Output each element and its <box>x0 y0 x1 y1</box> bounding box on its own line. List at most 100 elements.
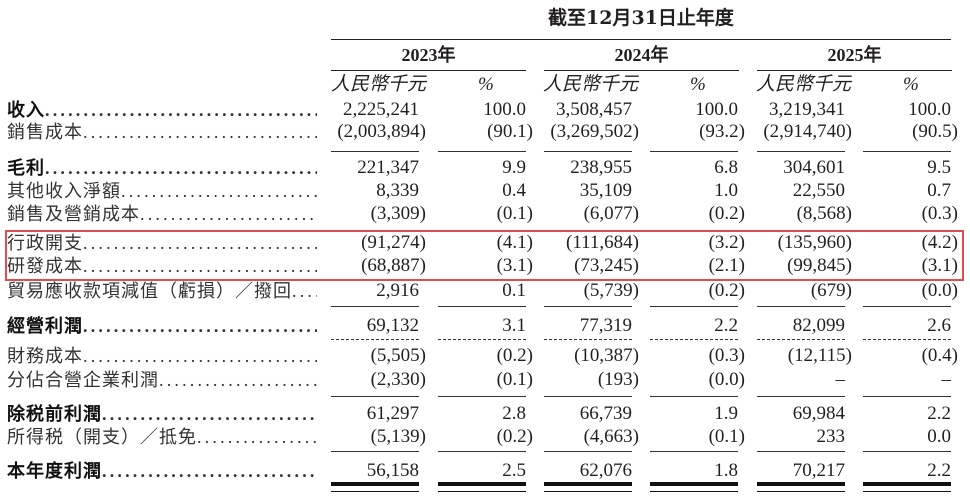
subtotal-rule <box>650 451 738 452</box>
cell-value: (10,387) <box>574 345 639 366</box>
row-label: 所得税（開支）／抵免..............................… <box>7 426 317 449</box>
row-label-text: 銷售及營銷成本 <box>7 204 140 225</box>
cell-value: (73,245) <box>574 255 639 276</box>
cell-value: 0.4 <box>502 180 526 201</box>
cell-value: – <box>835 369 846 390</box>
subtotal-rule <box>863 396 951 397</box>
cell-value: (0.2) <box>496 426 533 447</box>
cell-value: 69,984 <box>792 403 845 424</box>
cell-value: (8,568) <box>796 203 852 224</box>
subtotal-rule <box>757 151 845 152</box>
cell-value: 8,339 <box>376 180 419 201</box>
cell-value: 35,109 <box>579 180 632 201</box>
cell-value: (135,960) <box>777 232 852 253</box>
cell-value: (2,003,894) <box>337 121 426 142</box>
header-rule <box>331 39 951 40</box>
row-label: 經營利潤....................................… <box>7 315 317 338</box>
total-double-rule <box>438 482 526 492</box>
cell-value: (91,274) <box>361 232 426 253</box>
dashed-rule <box>650 339 738 340</box>
row-label-text: 行政開支 <box>7 233 83 254</box>
row-label-text: 研發成本 <box>7 256 83 277</box>
leader-dots: ........................................… <box>102 404 317 424</box>
subtotal-rule <box>438 306 526 307</box>
cell-value: (4,663) <box>583 426 639 447</box>
leader-dots: ........................................… <box>83 316 317 336</box>
row-label-text: 銷售成本 <box>7 122 83 143</box>
subtotal-rule <box>544 306 632 307</box>
pct-label-2025: % <box>903 74 919 95</box>
row-label-text: 貿易應收款項減值（虧損）／撥回 <box>7 281 292 302</box>
subtotal-rule <box>757 451 845 452</box>
cell-value: (3.1) <box>496 255 533 276</box>
cell-value: 238,955 <box>570 157 632 178</box>
leader-dots: ........................................… <box>83 256 317 276</box>
year-rule-2023 <box>331 70 526 71</box>
cell-value: 1.0 <box>714 180 738 201</box>
table-row: 銷售及營銷成本.................................… <box>0 203 970 225</box>
cell-value: (0.1) <box>708 426 745 447</box>
cell-value: 2.8 <box>502 403 526 424</box>
dashed-rule <box>438 339 526 340</box>
cell-value: 2,225,241 <box>343 99 419 120</box>
cell-value: (5,505) <box>370 345 426 366</box>
row-label: 銷售成本....................................… <box>7 121 317 144</box>
unit-label-2024: 人民幣千元 <box>543 74 639 95</box>
table-row: 行政開支....................................… <box>0 232 970 254</box>
row-label: 其他收入淨額..................................… <box>7 180 317 203</box>
total-double-rule <box>863 482 951 492</box>
cell-value: 1.8 <box>714 460 738 481</box>
row-label: 分佔合營企業利潤................................… <box>7 369 317 392</box>
subtotal-rule <box>331 396 419 397</box>
cell-value: 82,099 <box>792 315 845 336</box>
subtotal-rule <box>544 396 632 397</box>
cell-value: (0.0) <box>708 369 745 390</box>
period-title: 截至12月31日止年度 <box>548 7 734 29</box>
cell-value: (4.2) <box>921 232 958 253</box>
row-label-text: 所得税（開支）／抵免 <box>7 427 197 448</box>
year-rule-2025 <box>757 70 952 71</box>
row-label-text: 除税前利潤 <box>7 404 102 425</box>
cell-value: (5,139) <box>370 426 426 447</box>
leader-dots: ........................................… <box>45 100 317 120</box>
cell-value: (0.0) <box>921 280 958 301</box>
cell-value: 6.8 <box>714 157 738 178</box>
table-row: 經營利潤....................................… <box>0 315 970 337</box>
cell-value: 9.9 <box>502 157 526 178</box>
cell-value: (6,077) <box>583 203 639 224</box>
subtotal-rule <box>544 451 632 452</box>
cell-value: 22,550 <box>792 180 845 201</box>
cell-value: 62,076 <box>579 460 632 481</box>
subtotal-rule <box>438 151 526 152</box>
year-2024: 2024年 <box>614 45 669 65</box>
cell-value: 0.0 <box>927 426 951 447</box>
cell-value: 56,158 <box>366 460 419 481</box>
cell-value: 77,319 <box>579 315 632 336</box>
cell-value: 0.1 <box>502 280 526 301</box>
total-double-rule <box>331 482 419 492</box>
subtotal-rule <box>438 396 526 397</box>
highlight-box <box>5 230 964 281</box>
total-double-rule <box>757 482 845 492</box>
cell-value: (0.2) <box>708 280 745 301</box>
cell-value: 100.0 <box>908 99 951 120</box>
total-double-rule <box>544 482 632 492</box>
table-row: 除税前利潤...................................… <box>0 403 970 425</box>
row-label: 行政開支....................................… <box>7 232 317 255</box>
cell-value: (0.2) <box>708 203 745 224</box>
cell-value: 100.0 <box>695 99 738 120</box>
cell-value: 70,217 <box>792 460 845 481</box>
leader-dots: ........................................… <box>140 204 317 224</box>
cell-value: (93.2) <box>699 121 745 142</box>
cell-value: (3,309) <box>370 203 426 224</box>
subtotal-rule <box>544 151 632 152</box>
cell-value: 2.6 <box>927 315 951 336</box>
cell-value: (12,115) <box>787 345 852 366</box>
row-label: 銷售及營銷成本.................................… <box>7 203 317 226</box>
cell-value: (4.1) <box>496 232 533 253</box>
cell-value: (193) <box>597 369 639 390</box>
row-label: 除税前利潤...................................… <box>7 403 317 426</box>
dashed-rule <box>544 339 632 340</box>
cell-value: (5,739) <box>583 280 639 301</box>
row-label-text: 本年度利潤 <box>7 461 102 482</box>
